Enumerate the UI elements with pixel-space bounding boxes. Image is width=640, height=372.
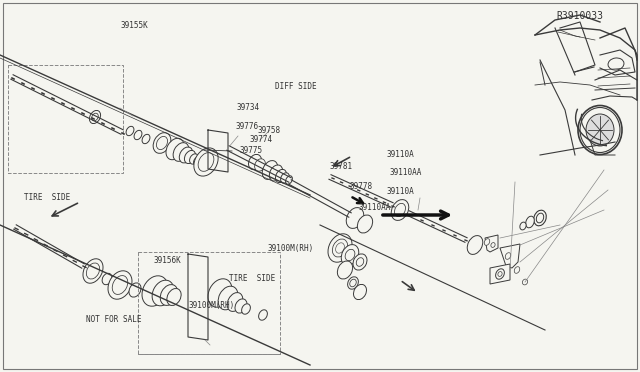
Ellipse shape <box>467 235 483 254</box>
Ellipse shape <box>189 154 198 164</box>
Text: 39776: 39776 <box>236 122 259 131</box>
Ellipse shape <box>328 234 352 262</box>
Ellipse shape <box>356 258 364 266</box>
Ellipse shape <box>269 165 283 181</box>
Ellipse shape <box>332 239 348 257</box>
Ellipse shape <box>348 277 358 289</box>
Ellipse shape <box>391 200 409 221</box>
Ellipse shape <box>156 137 168 150</box>
Ellipse shape <box>285 176 292 184</box>
Bar <box>138 252 280 354</box>
Text: 39774: 39774 <box>250 135 273 144</box>
Polygon shape <box>500 244 520 268</box>
Text: TIRE  SIDE: TIRE SIDE <box>229 274 275 283</box>
Ellipse shape <box>184 150 196 164</box>
Text: 39155K: 39155K <box>120 21 148 30</box>
Ellipse shape <box>242 304 250 314</box>
Text: 39156K: 39156K <box>154 256 181 265</box>
Ellipse shape <box>134 130 142 140</box>
Text: 39775: 39775 <box>240 146 263 155</box>
Polygon shape <box>490 264 510 284</box>
Ellipse shape <box>129 283 141 297</box>
Text: R3910033: R3910033 <box>557 11 604 20</box>
Ellipse shape <box>495 269 504 279</box>
Text: 39778: 39778 <box>349 182 372 190</box>
Ellipse shape <box>262 161 278 179</box>
Ellipse shape <box>353 254 367 270</box>
Ellipse shape <box>534 210 547 226</box>
Ellipse shape <box>208 279 232 307</box>
Ellipse shape <box>112 276 128 294</box>
Ellipse shape <box>218 286 238 310</box>
Ellipse shape <box>166 138 184 160</box>
Text: TIRE  SIDE: TIRE SIDE <box>24 193 70 202</box>
Ellipse shape <box>259 310 268 320</box>
Ellipse shape <box>173 142 189 161</box>
Ellipse shape <box>92 113 99 121</box>
Ellipse shape <box>586 114 614 146</box>
Text: 39100M(RH): 39100M(RH) <box>268 244 314 253</box>
Ellipse shape <box>126 126 134 136</box>
Ellipse shape <box>335 243 344 253</box>
Ellipse shape <box>522 279 527 285</box>
Ellipse shape <box>491 243 495 247</box>
Ellipse shape <box>83 259 103 283</box>
Ellipse shape <box>235 299 247 313</box>
Ellipse shape <box>525 216 534 228</box>
Ellipse shape <box>86 263 100 279</box>
Ellipse shape <box>345 249 355 261</box>
Ellipse shape <box>179 147 193 163</box>
Ellipse shape <box>160 285 178 305</box>
Ellipse shape <box>90 110 100 124</box>
Ellipse shape <box>505 253 511 259</box>
Text: 39110AA: 39110AA <box>389 169 422 177</box>
Ellipse shape <box>275 169 287 183</box>
Ellipse shape <box>102 273 112 285</box>
Ellipse shape <box>515 267 520 273</box>
Ellipse shape <box>193 157 200 165</box>
Ellipse shape <box>255 159 266 171</box>
Text: NOT FOR SALE: NOT FOR SALE <box>86 315 141 324</box>
Ellipse shape <box>337 261 353 279</box>
Ellipse shape <box>484 239 490 245</box>
Ellipse shape <box>198 153 214 171</box>
Ellipse shape <box>341 244 359 265</box>
Ellipse shape <box>357 215 372 233</box>
Ellipse shape <box>248 154 262 170</box>
Text: 39110A: 39110A <box>387 187 414 196</box>
Text: DIFF SIDE: DIFF SIDE <box>275 82 317 91</box>
Ellipse shape <box>349 279 356 287</box>
Ellipse shape <box>280 173 289 183</box>
Ellipse shape <box>353 285 367 299</box>
Ellipse shape <box>142 276 168 306</box>
Ellipse shape <box>520 222 526 230</box>
Text: 39100M(RH): 39100M(RH) <box>189 301 235 310</box>
Ellipse shape <box>394 203 406 217</box>
Ellipse shape <box>142 134 150 144</box>
Text: 39110AA: 39110AA <box>358 203 391 212</box>
Ellipse shape <box>498 272 502 276</box>
Polygon shape <box>485 235 498 252</box>
Ellipse shape <box>194 148 218 176</box>
Ellipse shape <box>167 289 181 305</box>
Ellipse shape <box>536 213 544 223</box>
Ellipse shape <box>227 293 243 311</box>
Ellipse shape <box>346 208 364 228</box>
Ellipse shape <box>108 271 132 299</box>
Text: 39110A: 39110A <box>387 150 414 159</box>
Text: 39781: 39781 <box>330 162 353 171</box>
Text: 39758: 39758 <box>257 126 280 135</box>
Ellipse shape <box>152 280 174 306</box>
Ellipse shape <box>153 133 171 153</box>
Text: 39734: 39734 <box>237 103 260 112</box>
